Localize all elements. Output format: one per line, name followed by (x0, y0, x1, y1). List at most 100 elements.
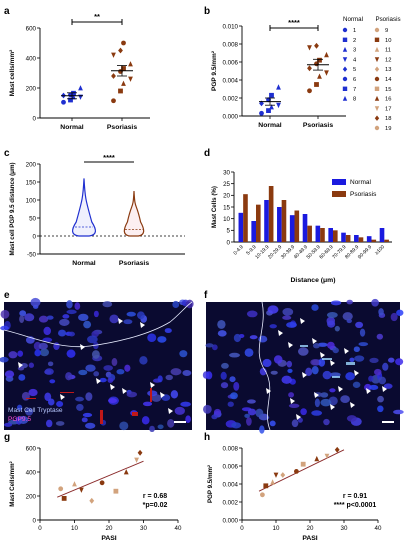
chart-a-y-label: Mast cells/mm² (9, 49, 16, 96)
chart-d-y-tick-label: 10 (223, 216, 230, 223)
chart-d-bar (238, 212, 244, 242)
panel-label-e: e (4, 290, 10, 301)
micrograph-f-nucleus (330, 300, 342, 306)
chart-h-point (280, 472, 286, 478)
micrograph-e-nucleus (44, 368, 54, 375)
chart-d-bar (294, 210, 300, 242)
chart-h-fit-line (258, 449, 345, 492)
micrograph-e-signal (150, 388, 152, 402)
chart-d-bar (345, 235, 351, 242)
chart-g-x-tick-label: 30 (140, 525, 147, 532)
micrograph-f-signal (322, 358, 332, 360)
micrograph-e-nucleus (56, 401, 64, 407)
chart-h-x-tick-label: 20 (307, 525, 314, 532)
micrograph-e-arrowhead (160, 392, 165, 398)
micrograph-f-arrowhead (320, 352, 325, 358)
micrograph-f-nucleus (205, 371, 213, 380)
micrograph-e-nucleus (8, 351, 18, 359)
micrograph-e-arrowhead (150, 382, 155, 388)
micrograph-f-arrowhead (278, 330, 283, 336)
micrograph-f-signal (300, 345, 308, 347)
chart-b-point (324, 70, 329, 76)
micrograph-f-nucleus (396, 309, 404, 316)
micrograph-f-nucleus (273, 355, 283, 364)
micrograph-e-nucleus (108, 398, 117, 404)
chart-d-bar (268, 186, 274, 242)
micrograph-f-nucleus (377, 395, 384, 403)
chart-a-point (71, 90, 76, 96)
micrograph-e-nucleus (66, 309, 77, 315)
chart-h-point (324, 453, 330, 459)
micrograph-e-nucleus (102, 301, 113, 308)
chart-h-point (294, 469, 299, 474)
micrograph-e-nucleus (164, 328, 172, 334)
micrograph-f-nucleus (346, 415, 357, 422)
micrograph-f-nucleus (345, 372, 355, 381)
micrograph-e-nucleus (42, 337, 53, 343)
micrograph-f-nucleus (286, 360, 293, 368)
chart-b-y-tick-label: 0.008 (223, 41, 239, 48)
micrograph-f-nucleus (355, 321, 364, 329)
chart-h-annotation: **** p<0.0001 (334, 502, 377, 509)
micrograph-e-nucleus (18, 374, 26, 381)
micrograph-e-nucleus (16, 404, 23, 411)
chart-d-bar (307, 225, 312, 242)
chart-a-point (118, 47, 123, 54)
micrograph-e-nucleus (139, 356, 148, 365)
legend-normal-marker (342, 76, 348, 82)
micrograph-f-nucleus (317, 342, 328, 347)
chart-c-significance: **** (103, 153, 115, 162)
micrograph-e-nucleus (85, 364, 96, 372)
micrograph-e-nucleus (78, 369, 88, 376)
chart-b-point (307, 65, 312, 72)
chart-g-x-tick-label: 40 (175, 525, 182, 532)
micrograph-f-nucleus (246, 417, 252, 426)
legend-normal-id: 3 (353, 48, 356, 54)
chart-c-y-tick-label: 0 (33, 233, 37, 240)
micrograph-f (202, 298, 404, 434)
chart-d-bar (379, 228, 385, 242)
chart-b-y-label: PGP 9.5/mm² (211, 50, 218, 91)
micrograph-e-nucleus (0, 356, 9, 363)
micrograph-f-nucleus (311, 304, 319, 311)
micrograph-f-arrowhead (266, 388, 271, 394)
chart-d-bar (289, 215, 295, 242)
legend-psoriasis-marker (374, 66, 380, 72)
micrograph-f-arrowhead (302, 372, 307, 378)
micrograph-e-nucleus (24, 313, 35, 322)
legend-psoriasis-marker (374, 125, 380, 131)
chart-h-point (300, 461, 306, 467)
micrograph-f-nucleus (320, 398, 332, 407)
micrograph-e-background (4, 302, 192, 430)
micrograph-f-nucleus (346, 318, 352, 324)
legend-psoriasis-marker (374, 115, 380, 121)
chart-b-y-tick-label: 0.002 (223, 95, 239, 102)
micrograph-e-nucleus (147, 390, 158, 397)
micrograph-f-nucleus (259, 425, 265, 434)
chart-a-y-tick-label: 200 (26, 85, 37, 92)
chart-d-legend-label: Psoriasis (350, 191, 377, 198)
chart-g-point (137, 449, 143, 456)
micrograph-e-nucleus (82, 412, 93, 418)
chart-h-point (260, 492, 265, 498)
chart-a-point (118, 88, 123, 94)
legend-psoriasis-id: 12 (385, 57, 391, 63)
chart-a-significance: ** (94, 12, 100, 21)
chart-a-y-tick-label: 0 (33, 115, 37, 122)
chart-c-y-tick-label: 200 (26, 161, 37, 168)
micrograph-f-signal (346, 362, 355, 365)
micrograph-f-nucleus (332, 347, 339, 354)
micrograph-e-nucleus (66, 300, 73, 309)
chart-a-point (68, 97, 73, 103)
chart-d-bar (371, 239, 377, 242)
chart-d-legend-label: Normal (350, 179, 372, 186)
micrograph-f-nucleus (270, 370, 278, 375)
micrograph-e-nucleus (43, 326, 52, 336)
micrograph-e-nucleus (19, 310, 27, 317)
chart-c-y-tick-label: 150 (26, 179, 37, 186)
micrograph-e-nucleus (185, 415, 191, 423)
micrograph-f-nucleus (311, 410, 323, 416)
chart-g-fit-line (57, 460, 144, 498)
chart-d-bar (354, 235, 359, 242)
legend-psoriasis-id: 18 (385, 116, 391, 122)
